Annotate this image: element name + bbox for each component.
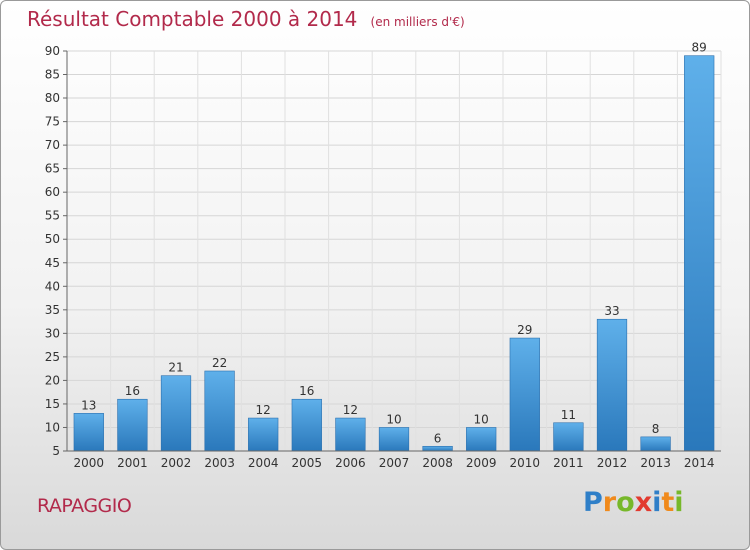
value-label-2003: 22 — [212, 356, 227, 370]
logo-letter: i — [652, 487, 662, 518]
y-tick-label: 25 — [45, 350, 60, 364]
x-tick-label: 2007 — [379, 456, 410, 470]
y-tick-label: 60 — [45, 185, 60, 199]
y-tick-label: 5 — [52, 444, 60, 458]
y-tick-label: 70 — [45, 138, 60, 152]
y-tick-label: 10 — [45, 420, 60, 434]
y-tick-label: 75 — [45, 115, 60, 129]
x-tick-label: 2011 — [553, 456, 584, 470]
bar-2001 — [117, 398, 148, 452]
bar-2009 — [466, 427, 497, 452]
proxiti-logo: Proxiti — [583, 487, 684, 518]
y-tick-label: 80 — [45, 91, 60, 105]
x-tick-label: 2006 — [335, 456, 366, 470]
y-tick-label: 40 — [45, 279, 60, 293]
x-tick-label: 2001 — [117, 456, 148, 470]
y-tick-label: 50 — [45, 232, 60, 246]
labels-layer: 13 16 21 22 12 16 12 10 6 10 29 11 33 8 89 — [81, 41, 707, 446]
value-label-2006: 12 — [343, 403, 358, 417]
value-label-2008: 6 — [434, 431, 442, 445]
x-tick-label: 2014 — [684, 456, 715, 470]
x-tick-label: 2003 — [204, 456, 235, 470]
value-label-2002: 21 — [168, 361, 183, 375]
value-label-2014: 89 — [692, 41, 707, 55]
value-label-2012: 33 — [604, 304, 619, 318]
value-label-2004: 12 — [256, 403, 271, 417]
chart-subtitle: (en milliers d'€) — [370, 15, 465, 29]
logo-letter: r — [602, 487, 617, 518]
bar-2000 — [73, 413, 104, 452]
x-tick-label: 2005 — [292, 456, 323, 470]
bar-2004 — [248, 417, 279, 452]
x-tick-label: 2013 — [640, 456, 671, 470]
bar-2008 — [422, 445, 453, 452]
value-label-2011: 11 — [561, 408, 576, 422]
x-tick-label: 2012 — [597, 456, 628, 470]
axis-layer: 5 10 15 20 25 30 35 40 45 50 55 60 65 70 75 80 85 90 2000 2… — [45, 44, 721, 470]
y-tick-label: 45 — [45, 256, 60, 270]
bars-layer — [73, 55, 715, 452]
y-tick-label: 85 — [45, 68, 60, 82]
value-label-2007: 10 — [386, 412, 401, 426]
bar-2012 — [596, 318, 628, 452]
value-label-2009: 10 — [474, 412, 489, 426]
x-tick-label: 2009 — [466, 456, 497, 470]
chart-title: Résultat Comptable 2000 à 2014 — [27, 7, 358, 31]
bar-2010 — [509, 337, 540, 452]
bar-2006 — [335, 417, 366, 452]
x-tick-label: 2010 — [510, 456, 541, 470]
x-tick-label: 2008 — [422, 456, 453, 470]
y-tick-label: 35 — [45, 303, 60, 317]
x-tick-label: 2004 — [248, 456, 279, 470]
bar-2002 — [160, 375, 192, 452]
y-tick-label: 15 — [45, 397, 60, 411]
commune-name: RAPAGGIO — [37, 495, 132, 517]
value-label-2005: 16 — [299, 384, 314, 398]
y-tick-label: 65 — [45, 162, 60, 176]
bar-2014 — [684, 55, 715, 452]
logo-letter: x — [634, 487, 653, 518]
bar-2013 — [640, 436, 671, 452]
y-tick-label: 30 — [45, 326, 60, 340]
bar-2003 — [204, 370, 235, 452]
value-label-2000: 13 — [81, 398, 96, 412]
bar-2007 — [378, 427, 410, 452]
bar-2005 — [291, 398, 322, 452]
bar-2011 — [553, 422, 584, 452]
y-tick-label: 55 — [45, 209, 60, 223]
logo-letter: P — [583, 487, 603, 518]
y-tick-label: 20 — [45, 373, 60, 387]
title-row: Résultat Comptable 2000 à 2014 (en milli… — [27, 7, 465, 31]
value-label-2001: 16 — [125, 384, 140, 398]
x-tick-label: 2002 — [161, 456, 192, 470]
value-label-2013: 8 — [652, 422, 660, 436]
logo-letter: o — [616, 487, 635, 518]
value-label-2010: 29 — [517, 323, 532, 337]
x-tick-label: 2000 — [74, 456, 105, 470]
logo-letter: t — [661, 487, 675, 518]
y-tick-label: 90 — [45, 44, 60, 58]
logo-letter: i — [674, 487, 684, 518]
